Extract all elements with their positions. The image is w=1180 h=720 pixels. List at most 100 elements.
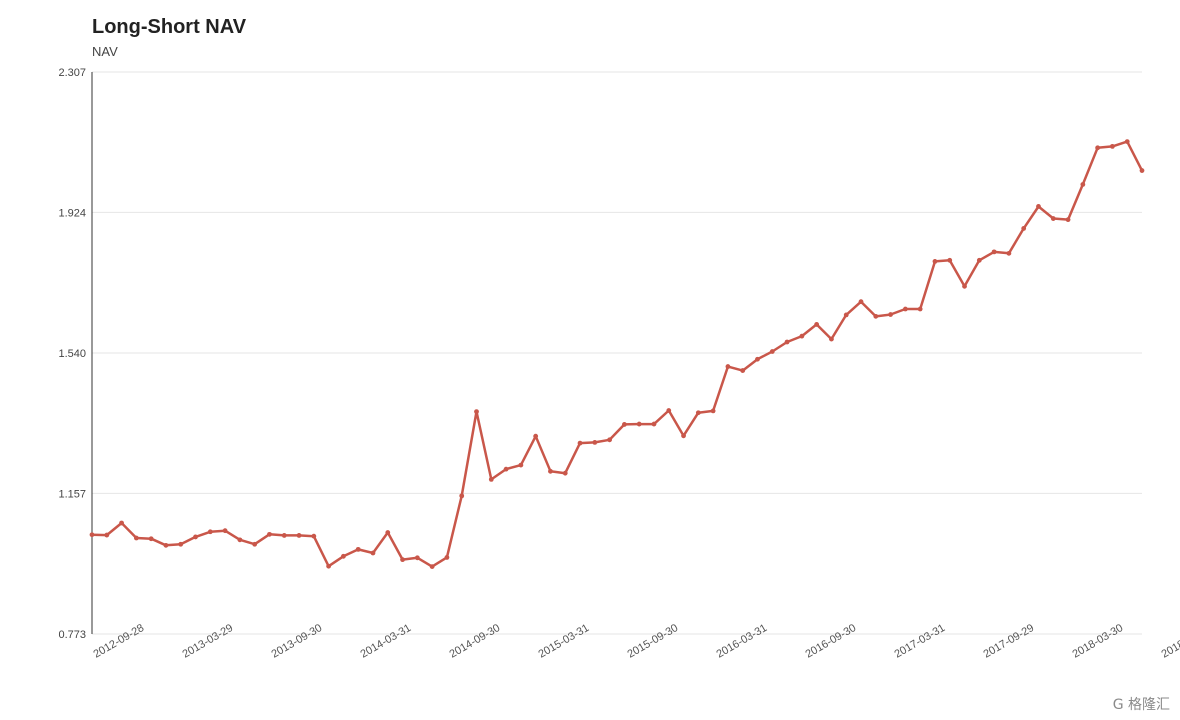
data-point bbox=[695, 410, 701, 416]
data-point bbox=[1080, 182, 1086, 187]
x-tick-label: 2016-09-30 bbox=[804, 622, 859, 661]
data-point bbox=[1065, 217, 1071, 223]
data-point bbox=[533, 433, 539, 439]
data-point bbox=[370, 550, 376, 556]
data-point bbox=[1139, 168, 1145, 173]
data-point bbox=[843, 312, 849, 318]
data-point bbox=[518, 462, 524, 468]
data-point bbox=[991, 249, 997, 255]
data-point bbox=[769, 349, 775, 354]
data-point bbox=[636, 421, 642, 427]
data-point bbox=[562, 470, 568, 476]
x-tick-label: 2017-03-31 bbox=[893, 622, 948, 661]
data-point bbox=[207, 529, 213, 535]
data-point bbox=[784, 339, 790, 345]
data-point bbox=[429, 564, 435, 569]
y-tick-label: 0.773 bbox=[58, 629, 86, 641]
data-point bbox=[503, 466, 509, 472]
x-tick-label: 2015-09-30 bbox=[626, 622, 681, 661]
x-tick-label: 2018-03-30 bbox=[1071, 622, 1126, 661]
data-point bbox=[607, 437, 613, 443]
y-axis-label: NAV bbox=[92, 44, 118, 59]
data-point bbox=[488, 476, 494, 482]
data-point bbox=[222, 528, 228, 534]
x-tick-label: 2017-09-29 bbox=[982, 622, 1037, 661]
data-point bbox=[474, 409, 479, 415]
data-point bbox=[1006, 250, 1012, 256]
data-point bbox=[577, 440, 583, 446]
data-point bbox=[326, 563, 332, 569]
data-point bbox=[1036, 204, 1041, 209]
data-point bbox=[858, 299, 864, 305]
y-tick-label: 1.157 bbox=[58, 488, 86, 500]
data-point bbox=[710, 408, 716, 414]
data-point bbox=[799, 333, 805, 339]
x-tick-label: 2014-09-30 bbox=[448, 622, 503, 661]
data-point bbox=[725, 364, 731, 369]
data-point bbox=[400, 557, 405, 563]
data-point bbox=[267, 531, 272, 537]
data-point bbox=[1050, 216, 1056, 221]
data-point bbox=[193, 534, 198, 540]
data-point bbox=[592, 439, 598, 445]
data-point bbox=[341, 553, 346, 559]
data-point bbox=[976, 257, 982, 263]
data-point bbox=[148, 536, 154, 542]
y-tick-labels: 2.307 1.924 1.540 1.157 0.773 bbox=[58, 67, 86, 641]
x-tick-label: 2016-03-31 bbox=[715, 622, 770, 661]
data-point bbox=[355, 546, 361, 552]
data-point bbox=[163, 542, 169, 548]
data-point bbox=[444, 555, 450, 560]
series-line bbox=[91, 140, 1144, 568]
data-point bbox=[252, 541, 258, 547]
data-point bbox=[296, 533, 302, 538]
y-tick-label: 2.307 bbox=[58, 67, 86, 79]
data-point bbox=[888, 312, 893, 317]
data-point bbox=[89, 532, 95, 538]
data-point bbox=[947, 257, 953, 263]
nav-series-line bbox=[91, 140, 1144, 568]
data-point bbox=[178, 541, 184, 547]
data-point bbox=[814, 322, 820, 327]
data-point bbox=[281, 533, 287, 538]
data-point bbox=[621, 422, 627, 427]
data-point bbox=[548, 468, 553, 474]
data-point bbox=[414, 555, 420, 561]
series-points bbox=[89, 139, 1145, 569]
x-tick-label: 2014-03-31 bbox=[359, 622, 414, 661]
y-tick-label: 1.924 bbox=[58, 207, 86, 219]
data-point bbox=[459, 493, 465, 499]
data-point bbox=[1095, 145, 1101, 151]
watermark-logo: G 格隆汇 bbox=[1112, 697, 1170, 713]
data-point bbox=[1110, 143, 1115, 149]
data-point bbox=[740, 368, 746, 373]
data-point bbox=[932, 259, 938, 264]
x-tick-label: 2012-09-28 bbox=[92, 622, 147, 661]
data-point bbox=[311, 533, 317, 539]
data-point bbox=[829, 336, 834, 342]
grid-lines bbox=[92, 71, 1142, 635]
data-point bbox=[1124, 139, 1130, 145]
x-tick-label: 2013-03-29 bbox=[181, 622, 236, 661]
data-point bbox=[666, 408, 672, 413]
x-tick-label: 2015-03-31 bbox=[537, 622, 592, 661]
data-point bbox=[651, 421, 657, 427]
data-point bbox=[104, 532, 110, 538]
data-point bbox=[681, 433, 686, 439]
data-point bbox=[119, 520, 124, 526]
data-point bbox=[385, 530, 391, 535]
y-tick-label: 1.540 bbox=[58, 348, 86, 360]
data-point bbox=[902, 306, 908, 312]
x-tick-labels: 2012-09-28 2013-03-29 2013-09-30 2014-03-31… bbox=[92, 622, 1180, 661]
chart-title: Long-Short NAV bbox=[92, 16, 247, 38]
data-point bbox=[917, 306, 923, 312]
data-point bbox=[133, 535, 139, 541]
data-point bbox=[1021, 226, 1027, 231]
data-point bbox=[237, 537, 243, 543]
x-tick-label: 2018-09 bbox=[1160, 630, 1180, 661]
data-point bbox=[873, 313, 879, 319]
data-point bbox=[962, 283, 967, 289]
data-point bbox=[755, 356, 760, 362]
x-tick-label: 2013-09-30 bbox=[270, 622, 325, 661]
